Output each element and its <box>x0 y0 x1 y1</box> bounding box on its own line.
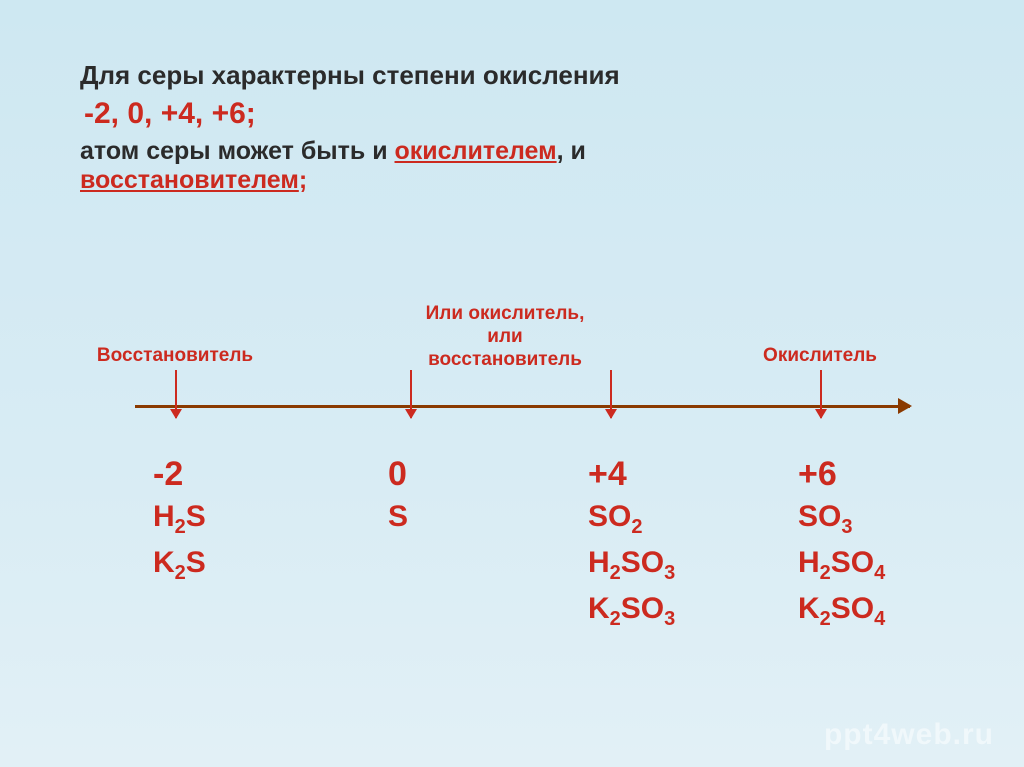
watermark: ppt4web.ru <box>824 718 994 752</box>
oxidizer-word: окислителем <box>395 137 557 165</box>
header-block: Для серы характерны степени окисления -2… <box>80 60 944 195</box>
oxidation-state-value: -2 <box>153 455 183 494</box>
role-label: Восстановитель <box>97 345 253 368</box>
compound-formula: H2SO4 <box>798 543 885 587</box>
compound-formula: K2SO4 <box>798 589 885 633</box>
reducer-word: восстановителем <box>80 166 299 194</box>
subtitle-suffix: ; <box>299 166 307 194</box>
arrow-down-icon <box>820 370 822 418</box>
oxidation-states-list: -2, 0, +4, +6; <box>84 97 944 131</box>
compound-formula: H2S <box>153 497 206 541</box>
compound-formula: S <box>388 497 408 538</box>
subtitle-line: атом серы может быть и окислителем, и <box>80 137 944 166</box>
oxidation-state-value: +4 <box>588 455 627 494</box>
title-line: Для серы характерны степени окисления <box>80 60 944 91</box>
arrow-down-icon <box>410 370 412 418</box>
compound-formula: K2SO3 <box>588 589 675 633</box>
compound-formula: H2SO3 <box>588 543 675 587</box>
compound-list: H2SK2S <box>153 497 206 589</box>
oxidation-state-value: +6 <box>798 455 837 494</box>
role-label: Окислитель <box>763 345 877 368</box>
compound-list: S <box>388 497 408 540</box>
arrow-down-icon <box>610 370 612 418</box>
number-line <box>135 405 910 408</box>
arrow-down-icon <box>175 370 177 418</box>
subtitle-line-2: восстановителем; <box>80 166 944 195</box>
compound-list: SO3H2SO4K2SO4 <box>798 497 885 635</box>
compound-list: SO2H2SO3K2SO3 <box>588 497 675 635</box>
subtitle-mid: , и <box>557 137 586 165</box>
role-label: Или окислитель,иливосстановитель <box>426 303 585 371</box>
compound-formula: SO2 <box>588 497 675 541</box>
compound-formula: K2S <box>153 543 206 587</box>
oxidation-state-value: 0 <box>388 455 407 494</box>
compound-formula: SO3 <box>798 497 885 541</box>
oxidation-number-line-diagram: Восстановитель -2H2SK2S Или окислитель,или… <box>80 245 944 665</box>
subtitle-prefix: атом серы может быть и <box>80 137 395 165</box>
